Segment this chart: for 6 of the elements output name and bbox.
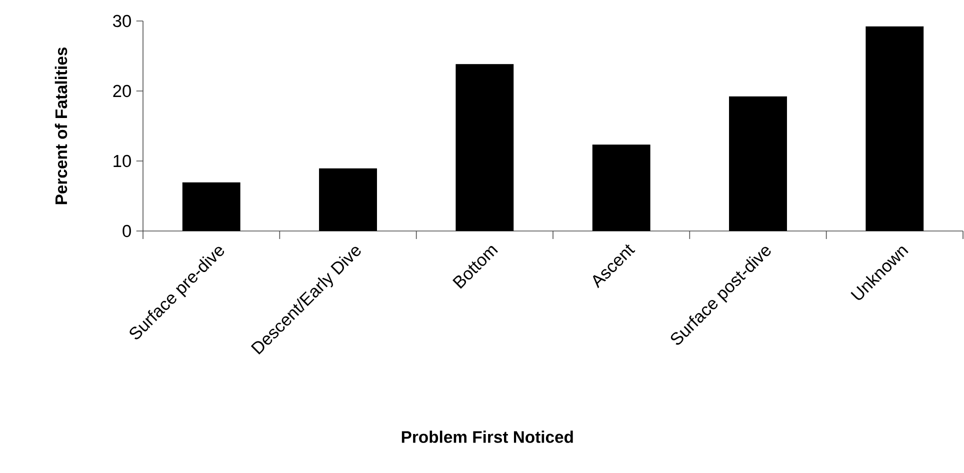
y-tick-label: 20 <box>113 84 131 98</box>
y-tick-label: 0 <box>122 224 131 238</box>
x-axis-title: Problem First Noticed <box>402 430 573 443</box>
y-tick-label: 10 <box>114 154 131 168</box>
y-tick-label: 30 <box>113 14 131 28</box>
y-axis-title: Percent of Fatalities <box>54 47 68 204</box>
